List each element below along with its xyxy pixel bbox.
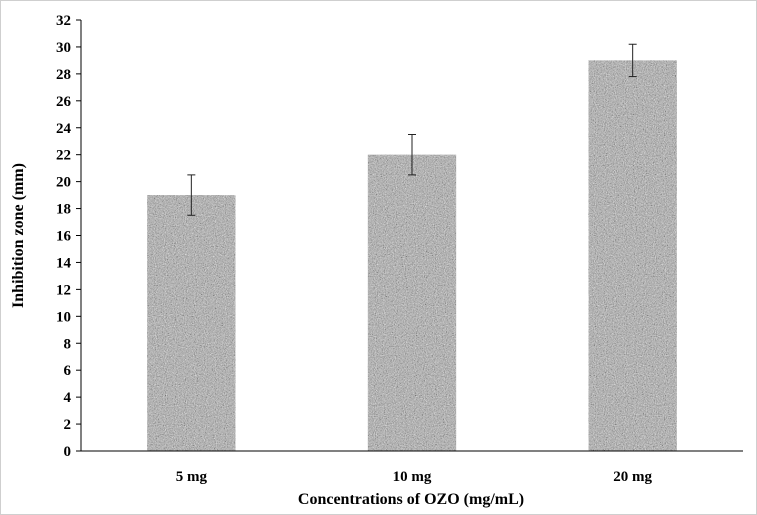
y-tick-label: 0 bbox=[64, 444, 72, 460]
y-tick-label: 22 bbox=[56, 148, 71, 164]
y-tick-label: 32 bbox=[56, 13, 71, 29]
y-axis-title: Inhibition zone (mm) bbox=[10, 163, 27, 308]
bars bbox=[147, 43, 677, 451]
y-tick-label: 16 bbox=[56, 229, 72, 245]
y-tick-label: 4 bbox=[64, 390, 72, 406]
y-tick-label: 18 bbox=[56, 202, 71, 218]
x-axis-title: Concentrations of OZO (mg/mL) bbox=[298, 491, 524, 508]
x-tick-label: 20 mg bbox=[613, 469, 652, 485]
y-tick-label: 26 bbox=[56, 94, 72, 110]
x-tick-label: 10 mg bbox=[393, 469, 432, 485]
y-tick-label: 20 bbox=[56, 175, 71, 191]
x-axis: 5 mg 10 mg 20 mg bbox=[81, 450, 743, 485]
y-tick-label: 28 bbox=[56, 67, 71, 83]
bar-texture bbox=[588, 60, 677, 451]
y-tick-label: 6 bbox=[64, 363, 72, 379]
y-tick-label: 24 bbox=[56, 121, 72, 137]
x-tick-label: 5 mg bbox=[176, 469, 208, 485]
y-tick-label: 2 bbox=[64, 417, 72, 433]
bar-texture bbox=[147, 195, 236, 451]
y-tick-label: 14 bbox=[56, 255, 72, 271]
bar-texture bbox=[367, 154, 457, 451]
bar-group bbox=[588, 43, 677, 451]
y-tick-label: 12 bbox=[56, 282, 71, 298]
bar-group bbox=[367, 133, 457, 451]
y-tick-label: 30 bbox=[56, 40, 71, 56]
y-tick-label: 8 bbox=[64, 336, 72, 352]
bar-group bbox=[147, 174, 236, 451]
y-tick-label: 10 bbox=[56, 309, 71, 325]
